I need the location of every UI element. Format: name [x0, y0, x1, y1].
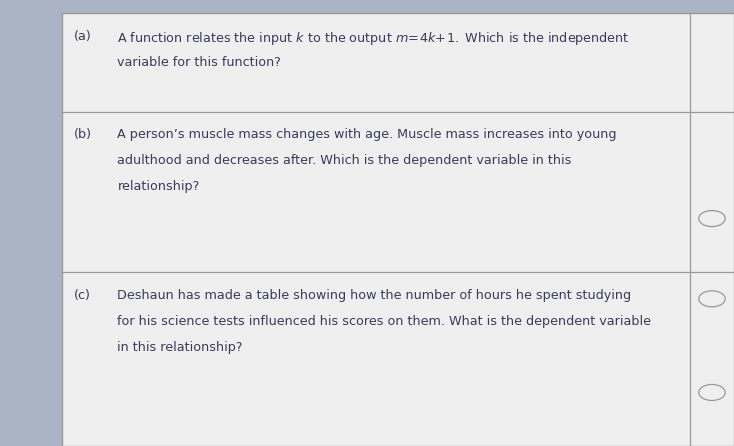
Text: in this relationship?: in this relationship?: [117, 341, 243, 354]
Text: Deshaun has made a table showing how the number of hours he spent studying: Deshaun has made a table showing how the…: [117, 289, 631, 302]
Text: variable for this function?: variable for this function?: [117, 56, 281, 69]
Text: adulthood and decreases after. Which is the dependent variable in this: adulthood and decreases after. Which is …: [117, 154, 572, 167]
FancyBboxPatch shape: [62, 13, 734, 446]
Text: A function relates the input $k$ to the output $m\!=\!4k\!+\!1.$ Which is the in: A function relates the input $k$ to the …: [117, 30, 630, 47]
Text: (a): (a): [73, 30, 91, 43]
Text: relationship?: relationship?: [117, 180, 200, 193]
Text: (b): (b): [73, 128, 92, 141]
Text: (c): (c): [73, 289, 90, 302]
Text: for his science tests influenced his scores on them. What is the dependent varia: for his science tests influenced his sco…: [117, 315, 652, 328]
Text: A person’s muscle mass changes with age. Muscle mass increases into young: A person’s muscle mass changes with age.…: [117, 128, 617, 141]
